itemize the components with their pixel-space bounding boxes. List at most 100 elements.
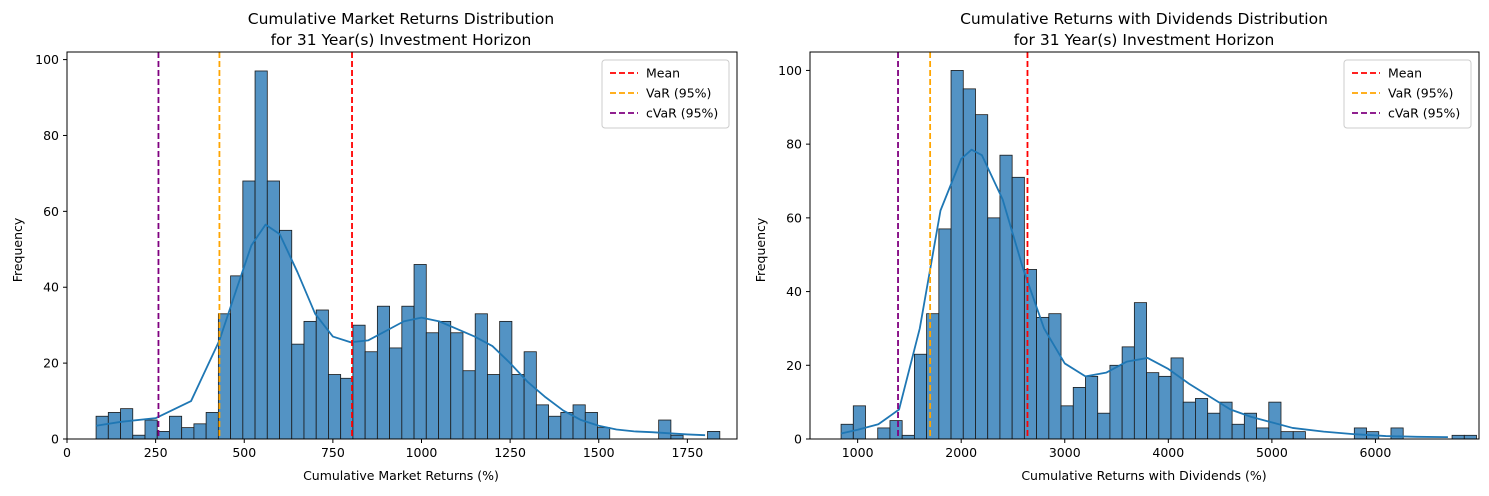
y-tick-label: 60 bbox=[43, 204, 59, 219]
y-tick-label: 0 bbox=[794, 432, 802, 447]
x-tick-label: 2000 bbox=[945, 445, 977, 460]
histogram-bar bbox=[1207, 412, 1221, 440]
histogram-bar bbox=[523, 351, 537, 440]
histogram-bar bbox=[144, 419, 158, 440]
histogram-bar bbox=[889, 420, 903, 440]
chart-subtitle: for 31 Year(s) Investment Horizon bbox=[1014, 31, 1275, 49]
histogram-bar bbox=[597, 427, 611, 440]
x-tick-label: 1000 bbox=[406, 445, 438, 460]
histogram-bar bbox=[1085, 375, 1099, 440]
histogram-bar bbox=[535, 404, 549, 440]
y-tick-label: 80 bbox=[43, 128, 59, 143]
x-tick-label: 0 bbox=[63, 445, 71, 460]
histogram-bar bbox=[425, 332, 439, 440]
histogram-bar bbox=[1109, 364, 1123, 440]
histogram-bar bbox=[950, 70, 964, 440]
legend: Mean VaR (95%) cVaR (95%) bbox=[1343, 59, 1472, 129]
x-tick-label: 1500 bbox=[583, 445, 615, 460]
histogram-bars bbox=[840, 70, 1477, 440]
histogram-bar bbox=[107, 412, 121, 440]
histogram-bar bbox=[901, 434, 915, 440]
chart-subtitle: for 31 Year(s) Investment Horizon bbox=[271, 31, 532, 49]
y-tick-label: 60 bbox=[786, 210, 802, 225]
histogram-bar bbox=[1011, 176, 1025, 440]
y-tick-label: 100 bbox=[35, 52, 59, 67]
y-tick-label: 80 bbox=[786, 137, 802, 152]
legend-entry: VaR (95%) bbox=[1388, 86, 1453, 101]
histogram-bar bbox=[254, 70, 268, 440]
histogram-bar bbox=[1231, 423, 1245, 440]
y-tick-label: 20 bbox=[786, 358, 802, 373]
legend-entry: VaR (95%) bbox=[646, 86, 711, 101]
histogram-bar bbox=[242, 180, 256, 440]
histogram-bar bbox=[291, 343, 305, 440]
dividend-returns-panel: Cumulative Returns with Dividends Distri… bbox=[753, 10, 1480, 483]
histogram-bar bbox=[389, 347, 403, 440]
y-tick-label: 20 bbox=[43, 356, 59, 371]
histogram-bar bbox=[120, 408, 134, 440]
histogram-bar bbox=[487, 374, 501, 440]
x-tick-label: 750 bbox=[321, 445, 345, 460]
histogram-bar bbox=[962, 88, 976, 440]
histogram-bar bbox=[205, 412, 219, 440]
x-axis-label: Cumulative Market Returns (%) bbox=[303, 468, 499, 483]
x-axis-label: Cumulative Returns with Dividends (%) bbox=[1021, 468, 1266, 483]
histogram-bar bbox=[852, 405, 866, 440]
y-tick-label: 40 bbox=[786, 284, 802, 299]
histogram-bar bbox=[1158, 375, 1172, 440]
kde-curve bbox=[840, 148, 1448, 439]
histogram-bar bbox=[560, 412, 574, 440]
histogram-bar bbox=[1451, 434, 1465, 440]
histogram-bar bbox=[266, 180, 280, 440]
x-tick-label: 3000 bbox=[1049, 445, 1081, 460]
histogram-bar bbox=[462, 370, 476, 440]
histogram-bar bbox=[132, 434, 146, 440]
y-tick-label: 40 bbox=[43, 280, 59, 295]
histogram-bar bbox=[328, 374, 342, 440]
histogram-bar bbox=[877, 427, 891, 440]
axes-frame bbox=[809, 51, 1480, 440]
histogram-bar bbox=[913, 353, 928, 440]
histogram-bar bbox=[1195, 398, 1209, 440]
histogram-bar bbox=[1133, 302, 1147, 440]
histogram-bar bbox=[1292, 431, 1306, 440]
histogram-bar bbox=[584, 412, 598, 440]
histogram-bar bbox=[340, 377, 354, 440]
histogram-bar bbox=[987, 217, 1001, 440]
histogram-bar bbox=[499, 320, 513, 440]
chart-title: Cumulative Market Returns Distribution bbox=[248, 10, 554, 28]
histogram-bar bbox=[169, 415, 183, 440]
y-axis-label: Frequency bbox=[10, 217, 25, 282]
legend-entry: cVaR (95%) bbox=[646, 106, 718, 121]
histogram-bar bbox=[193, 423, 207, 440]
histogram-bar bbox=[658, 419, 672, 440]
histogram-bar bbox=[1036, 316, 1050, 440]
histogram-bar bbox=[1390, 427, 1404, 440]
histogram-bar bbox=[450, 332, 464, 440]
axes-frame bbox=[66, 51, 738, 440]
kde-curve bbox=[95, 223, 706, 437]
histogram-bar bbox=[1280, 431, 1294, 440]
histogram-bar bbox=[1463, 434, 1477, 440]
histogram-bar bbox=[1146, 372, 1160, 440]
legend-entry: Mean bbox=[646, 66, 680, 81]
histogram-bar bbox=[670, 434, 684, 440]
histogram-bar bbox=[1048, 313, 1062, 440]
legend-box bbox=[601, 59, 730, 129]
y-axis-label: Frequency bbox=[753, 217, 768, 282]
legend-entry: cVaR (95%) bbox=[1388, 106, 1460, 121]
histogram-bar bbox=[438, 320, 452, 440]
legend-entry: Mean bbox=[1388, 66, 1422, 81]
chart-title: Cumulative Returns with Dividends Distri… bbox=[960, 10, 1328, 28]
histogram-bar bbox=[707, 431, 721, 440]
histogram-bar bbox=[1060, 405, 1074, 440]
y-tick-label: 100 bbox=[778, 63, 802, 78]
histogram-bar bbox=[548, 415, 562, 440]
histogram-bar bbox=[364, 351, 378, 440]
histogram-bar bbox=[511, 374, 525, 440]
market-returns-panel: Cumulative Market Returns Distribution f… bbox=[10, 10, 738, 483]
y-tick-label: 0 bbox=[51, 432, 59, 447]
histogram-bar bbox=[1256, 427, 1270, 440]
